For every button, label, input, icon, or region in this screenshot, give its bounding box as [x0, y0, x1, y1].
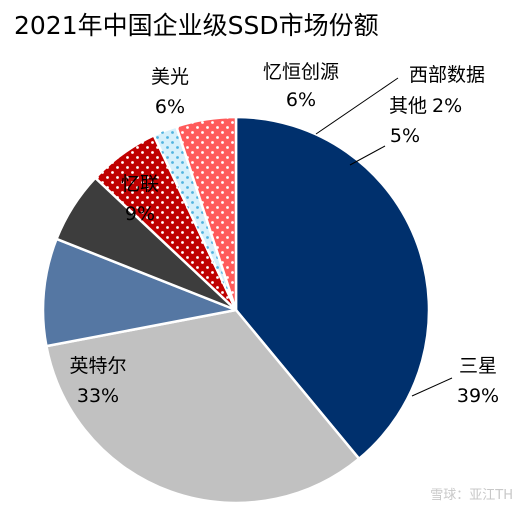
pie-slice-pattern-6: [153, 126, 236, 310]
pie-slices: [41, 115, 431, 505]
pie-slice-2: [45, 308, 361, 505]
slice-value-1: 39%: [457, 385, 499, 407]
slice-name-4: 美光: [151, 66, 189, 88]
slice-name-1: 三星: [459, 355, 497, 377]
slice-value-5: 6%: [286, 89, 316, 111]
leader-line-6: [315, 77, 399, 135]
watermark-text: 雪球：亚江TH: [430, 488, 513, 503]
leader-lines: [315, 77, 453, 397]
leader-line-7: [349, 145, 386, 166]
slice-value-2: 33%: [77, 385, 119, 407]
slice-name-2: 英特尔: [69, 355, 126, 377]
slice-value-4: 6%: [155, 96, 185, 118]
slice-value-7: 5%: [390, 125, 420, 147]
pie-slice-1: [234, 115, 431, 460]
pie-slice-pattern-5: [95, 135, 236, 310]
slice-name-3: 忆联: [121, 173, 159, 195]
slice-label-6: 西部数据: [409, 64, 485, 86]
slice-name-7: 其他: [389, 95, 427, 117]
chart-title: 2021年中国企业级SSD市场份额: [14, 11, 379, 40]
slice-value-3: 9%: [125, 203, 155, 225]
pie-slice-pattern-7: [176, 117, 236, 310]
leader-line-1: [411, 377, 453, 397]
pie-slice-3: [41, 237, 238, 348]
slice-name-5: 忆恒创源: [263, 61, 339, 83]
slice-value-6: 2%: [432, 95, 462, 117]
